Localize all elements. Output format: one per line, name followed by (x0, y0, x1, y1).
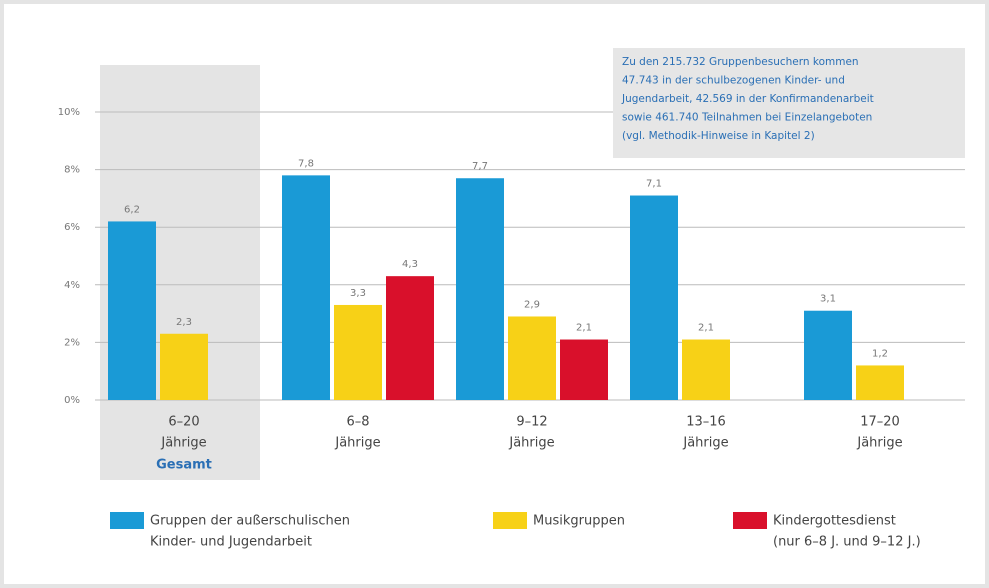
annotation-line: Zu den 215.732 Gruppenbesuchern kommen (622, 56, 859, 68)
bar (282, 175, 330, 400)
bar (630, 195, 678, 400)
value-label: 6,2 (124, 204, 140, 215)
bar (334, 304, 382, 400)
value-label: 2,9 (524, 299, 540, 310)
bar (386, 276, 434, 400)
legend-swatch (733, 512, 767, 529)
y-tick-label: 6% (64, 222, 80, 233)
annotation-box (613, 48, 965, 158)
value-label: 7,7 (472, 161, 488, 172)
value-label: 3,3 (350, 288, 366, 299)
y-tick-label: 0% (64, 395, 80, 406)
legend-swatch (493, 512, 527, 529)
bar (560, 339, 608, 400)
annotation-line: Jugendarbeit, 42.569 in der Konfirmanden… (621, 93, 874, 105)
x-tick-label: 6–8 (346, 415, 369, 430)
bar (108, 221, 156, 400)
bar (682, 339, 730, 400)
y-tick-label: 10% (58, 107, 80, 118)
legend-label: Kinder- und Jugendarbeit (150, 535, 312, 550)
y-tick-label: 4% (64, 280, 80, 291)
legend-swatch (110, 512, 144, 529)
value-label: 3,1 (820, 294, 836, 305)
value-label: 2,3 (176, 317, 192, 328)
bar (456, 178, 504, 400)
y-tick-label: 8% (64, 165, 80, 176)
legend-label: Gruppen der außerschulischen (150, 514, 350, 529)
x-tick-label: 13–16 (686, 415, 726, 430)
x-tick-label: 9–12 (516, 415, 547, 430)
value-label: 4,3 (402, 259, 418, 270)
x-tick-label: Jährige (682, 436, 728, 451)
value-label: 7,1 (646, 179, 662, 190)
legend-label: (nur 6–8 J. und 9–12 J.) (773, 535, 921, 550)
bar (804, 310, 852, 400)
value-label: 1,2 (872, 348, 888, 359)
x-tick-label: 17–20 (860, 415, 900, 430)
highlight-label: Gesamt (156, 458, 212, 473)
annotation-line: (vgl. Methodik-Hinweise in Kapitel 2) (622, 130, 815, 142)
x-tick-label: 6–20 (168, 415, 199, 430)
annotation-line: 47.743 in der schulbezogenen Kinder- und (622, 75, 845, 87)
y-tick-label: 2% (64, 337, 80, 348)
x-tick-label: Jährige (334, 436, 380, 451)
x-tick-label: Jährige (856, 436, 902, 451)
value-label: 2,1 (698, 323, 714, 334)
value-label: 7,8 (298, 158, 314, 169)
bar (160, 333, 208, 400)
legend-label: Musikgruppen (533, 514, 625, 529)
bar (856, 365, 904, 400)
bar (508, 316, 556, 400)
annotation-line: sowie 461.740 Teilnahmen bei Einzelangeb… (622, 112, 872, 124)
value-label: 2,1 (576, 323, 592, 334)
x-tick-label: Jährige (508, 436, 554, 451)
x-tick-label: Jährige (160, 436, 206, 451)
legend-label: Kindergottesdienst (773, 514, 896, 529)
